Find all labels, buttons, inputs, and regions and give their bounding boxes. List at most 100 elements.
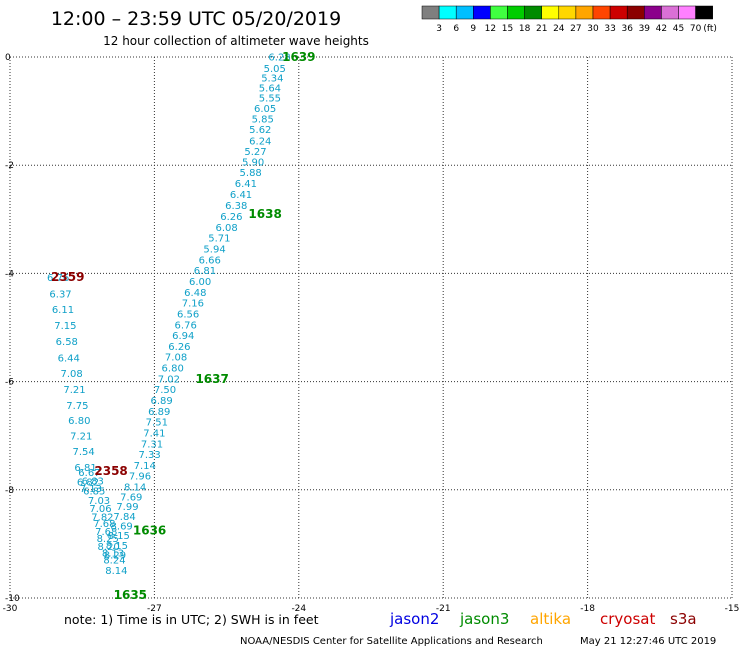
wave-height-value: 7.08: [60, 369, 82, 380]
wave-height-value: 6.26: [220, 212, 242, 223]
color-scale-label: 12: [485, 24, 496, 34]
wave-height-value: 7.68: [93, 519, 115, 530]
footer-timestamp: May 21 12:27:46 UTC 2019: [580, 636, 716, 647]
wave-height-value: 5.71: [208, 234, 230, 245]
wave-height-value: 6.82: [77, 478, 99, 489]
wave-height-value: 7.06: [89, 504, 111, 515]
color-scale-label: (ft): [703, 24, 717, 34]
time-label: 2359: [51, 270, 84, 284]
wave-height-value: 7.96: [129, 472, 151, 483]
time-label: 1639: [282, 50, 315, 64]
x-tick-label: -30: [3, 604, 18, 614]
wave-height-value: 8.14: [124, 483, 146, 494]
wave-height-value: 7.21: [63, 385, 85, 396]
wave-height-value: 7.54: [73, 447, 95, 458]
color-scale-swatch: [490, 5, 508, 20]
color-scale-swatch: [644, 5, 662, 20]
wave-height-value: 7.02: [158, 374, 180, 385]
color-scale-swatch: [455, 5, 474, 20]
time-label: 2358: [94, 464, 127, 478]
color-scale-swatch: [695, 5, 713, 20]
wave-height-value: 6.44: [58, 353, 80, 364]
color-scale-swatch: [473, 5, 491, 20]
wave-height-value: 8.20: [98, 542, 120, 553]
color-scale-label: 24: [553, 24, 565, 34]
color-scale-label: 21: [536, 24, 547, 34]
color-scale-label: 30: [587, 24, 599, 34]
color-scale-swatch: [609, 5, 628, 20]
wave-height-value: 8.24: [103, 556, 125, 567]
wave-height-value: 6.94: [172, 331, 194, 342]
color-scale-swatch: [592, 5, 611, 20]
footer-credit: NOAA/NESDIS Center for Satellite Applica…: [240, 636, 543, 647]
color-scale-swatch: [661, 5, 679, 20]
wave-height-value: 5.90: [242, 157, 264, 168]
satellite-legend-entry: jason3: [459, 610, 509, 628]
color-scale-label: 15: [502, 24, 513, 34]
wave-height-value: 7.31: [141, 439, 163, 450]
wave-height-value: 5.34: [261, 74, 283, 85]
wave-height-value: 6.81: [74, 463, 96, 474]
wave-height-value: 6.00: [189, 277, 211, 288]
wave-height-value: 5.94: [203, 245, 225, 256]
color-scale-label: 36: [621, 24, 633, 34]
wave-height-value: 6.28: [268, 52, 290, 63]
wave-height-value: 7.51: [146, 418, 168, 429]
wave-height-value: 6.37: [49, 289, 71, 300]
wave-height-value: 7.69: [120, 492, 142, 503]
wave-height-value: 7.82: [91, 512, 113, 523]
satellite-legend-entry: cryosat: [600, 610, 655, 628]
wave-height-value: 7.33: [138, 450, 160, 461]
wave-height-value: 6.41: [235, 179, 257, 190]
y-tick-label: -8: [5, 486, 14, 496]
wave-height-value: 7.68: [95, 527, 117, 538]
color-scale-label: 33: [604, 24, 615, 34]
wave-height-value: 6.89: [148, 407, 170, 418]
wave-height-value: 6.11: [52, 305, 74, 316]
wave-height-value: 6.83: [82, 477, 104, 488]
wave-height-value: 6.05: [254, 104, 276, 115]
wave-height-value: 7.84: [113, 512, 135, 523]
y-tick-label: -6: [5, 378, 14, 388]
wave-height-value: 8.25: [97, 534, 119, 545]
wave-height-value: 7.03: [88, 496, 110, 507]
wave-height-value: 6.58: [56, 337, 78, 348]
wave-height-value: 7.75: [66, 401, 88, 412]
wave-height-value: 7.13: [80, 484, 102, 495]
wave-height-value: 8.15: [108, 531, 130, 542]
wave-height-value: 5.62: [249, 125, 271, 136]
color-scale-label: 42: [656, 24, 667, 34]
chart-title: 12:00 – 23:59 UTC 05/20/2019: [51, 8, 341, 30]
satellite-legend-entry: jason2: [389, 610, 439, 628]
wave-height-value: 6.67: [78, 468, 100, 479]
color-scale-swatch: [541, 5, 560, 20]
wave-height-value: 5.27: [244, 147, 266, 158]
wave-height-value: 6.08: [215, 223, 237, 234]
wave-height-value: 6.26: [168, 342, 190, 353]
wave-height-value: 7.08: [165, 353, 187, 364]
wave-height-value: 8.69: [111, 522, 133, 533]
wave-height-value: 6.48: [184, 288, 206, 299]
x-tick-label: -21: [436, 604, 451, 614]
wave-height-value: 7.15: [54, 321, 76, 332]
color-scale-label: 70: [690, 24, 702, 34]
wave-height-value: 8.13: [102, 549, 124, 560]
color-scale-swatch: [524, 5, 542, 20]
data-marks: 6.836.857.037.067.827.687.688.258.208.13…: [47, 50, 316, 602]
wave-height-value: 6.38: [225, 201, 247, 212]
wave-height-value: 5.05: [264, 64, 286, 75]
color-scale-swatch: [507, 5, 525, 20]
wave-height-value: 6.76: [47, 273, 69, 284]
wave-height-value: 7.41: [143, 428, 165, 439]
footer-note: note: 1) Time is in UTC; 2) SWH is in fe…: [64, 612, 319, 627]
wave-height-value: 5.64: [259, 83, 281, 94]
time-label: 1637: [195, 372, 228, 386]
wave-height-value: 5.55: [259, 94, 281, 105]
wave-height-value: 5.88: [240, 168, 262, 179]
wave-height-value: 5.85: [252, 115, 274, 126]
wave-height-value: 7.99: [116, 502, 138, 513]
color-scale-label: 3: [436, 24, 442, 34]
wave-height-value: 7.50: [154, 385, 176, 396]
x-tick-label: -18: [580, 604, 595, 614]
